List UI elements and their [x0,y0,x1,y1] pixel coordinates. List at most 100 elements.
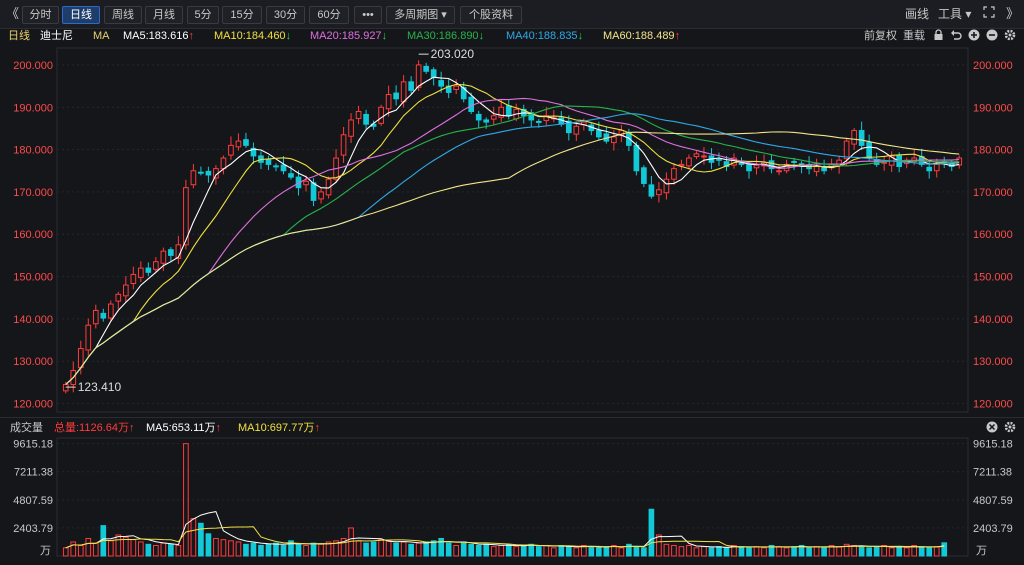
period-tab-daily[interactable]: 日线 [62,6,100,24]
candle-body [573,125,580,135]
volume-bar [153,544,159,557]
multi-period-dropdown[interactable]: 多周期图 ▾ [386,6,455,24]
volume-bar [641,547,647,557]
volume-tick-right: 2403.79 [973,523,1013,535]
ma-label: MA [93,30,110,42]
volume-bar [648,508,655,557]
volume-ma5: MA5:653.11万↑ [146,422,222,434]
volume-bar [678,546,685,557]
stock-info-button[interactable]: 个股资料 [460,6,522,24]
volume-plot-frame [56,437,969,557]
volume-bar [761,547,767,557]
volume-bar [183,443,189,557]
price-tick-right: 160.000 [973,229,1013,241]
candle-body [468,96,475,112]
volume-bar [866,547,872,557]
period-tab-15min[interactable]: 15分 [222,6,262,24]
volume-bar [453,544,460,557]
price-plot-frame [56,47,969,413]
candle-body [310,182,317,201]
volume-bar [122,536,129,557]
zoom-out-icon[interactable] [986,29,998,41]
volume-bar [731,544,737,557]
zoom-in-icon[interactable] [968,29,980,41]
volume-bar [873,546,880,557]
price-tick-left: 130.000 [13,356,53,368]
gear-icon[interactable] [1004,29,1016,41]
volume-bar [115,534,122,557]
period-tab-weekly[interactable]: 周线 [104,6,142,24]
period-tab-monthly[interactable]: 月线 [145,6,183,24]
collapse-left-icon[interactable]: 《 [6,6,20,21]
volume-bar [280,544,287,557]
candle-body [423,65,429,72]
volume-bar [378,539,384,557]
ma40-line [65,113,960,385]
volume-bar [798,544,805,557]
volume-tick-left: 9615.18 [13,439,53,451]
candle-body [280,164,287,172]
ma5-value: MA5:183.616↑ [123,30,194,42]
main-chart-info: 日线 迪士尼 MA MA5:183.616↑ MA10:184.460↓ MA2… [0,28,1024,44]
draw-line-button[interactable]: 画线 [905,7,930,21]
candle-body [866,141,872,159]
candle-body [813,166,820,173]
candle-body [235,140,242,148]
stock-name: 迪士尼 [40,30,73,42]
candle-body [535,120,542,123]
candle-body [415,64,422,88]
lock-icon[interactable] [932,29,944,41]
volume-bar [618,547,625,557]
price-tick-right: 150.000 [973,272,1013,284]
period-tab-intraday[interactable]: 分时 [22,6,59,24]
volume-bar [723,547,730,557]
candle-body [926,166,933,172]
volume-bar [138,541,144,557]
collapse-right-icon[interactable]: 》 [1006,6,1020,21]
overlay-button[interactable]: 重载 [903,30,925,42]
ma30-value: MA30:186.890↓ [407,30,485,42]
candle-body [318,191,324,200]
volume-bar [145,543,152,557]
period-tab-60min[interactable]: 60分 [309,6,349,24]
candle-body [85,324,92,351]
candle-body [160,250,167,264]
candle-body [303,180,309,186]
period-tab-30min[interactable]: 30分 [266,6,305,24]
volume-bar [633,546,640,557]
tools-dropdown[interactable]: 工具 ▾ [938,7,972,21]
volume-gear-icon[interactable] [1004,421,1016,433]
volume-unit-left: 万 [40,545,51,557]
volume-bar [543,544,550,557]
candle-body [776,170,782,173]
undo-icon[interactable] [950,29,962,41]
volume-bar [475,544,482,557]
price-tick-right: 140.000 [973,314,1013,326]
volume-bar [250,542,257,557]
candle-body [483,119,490,123]
candle-body [656,189,662,196]
price-tick-left: 140.000 [13,314,53,326]
price-tick-left: 160.000 [13,229,53,241]
candle-body [228,144,234,156]
candle-body [393,92,399,100]
volume-bar [62,547,69,557]
expand-icon[interactable] [983,6,995,22]
adjust-button[interactable]: 前复权 [864,30,897,42]
volume-bar [941,542,948,557]
close-icon[interactable] [986,421,998,433]
volume-bar [107,540,114,557]
candles [62,60,963,557]
volume-bar [626,543,632,557]
price-tick-right: 120.000 [973,399,1013,411]
volume-bar [340,537,347,557]
volume-bar [190,518,197,557]
volume-bar [318,543,324,557]
candle-body [671,168,677,180]
more-periods-button[interactable]: ••• [354,6,382,24]
candle-body [528,112,535,121]
period-tab-5min[interactable]: 5分 [187,6,219,24]
volume-bar [438,537,444,557]
high-annotation: 203.020 [431,47,475,61]
